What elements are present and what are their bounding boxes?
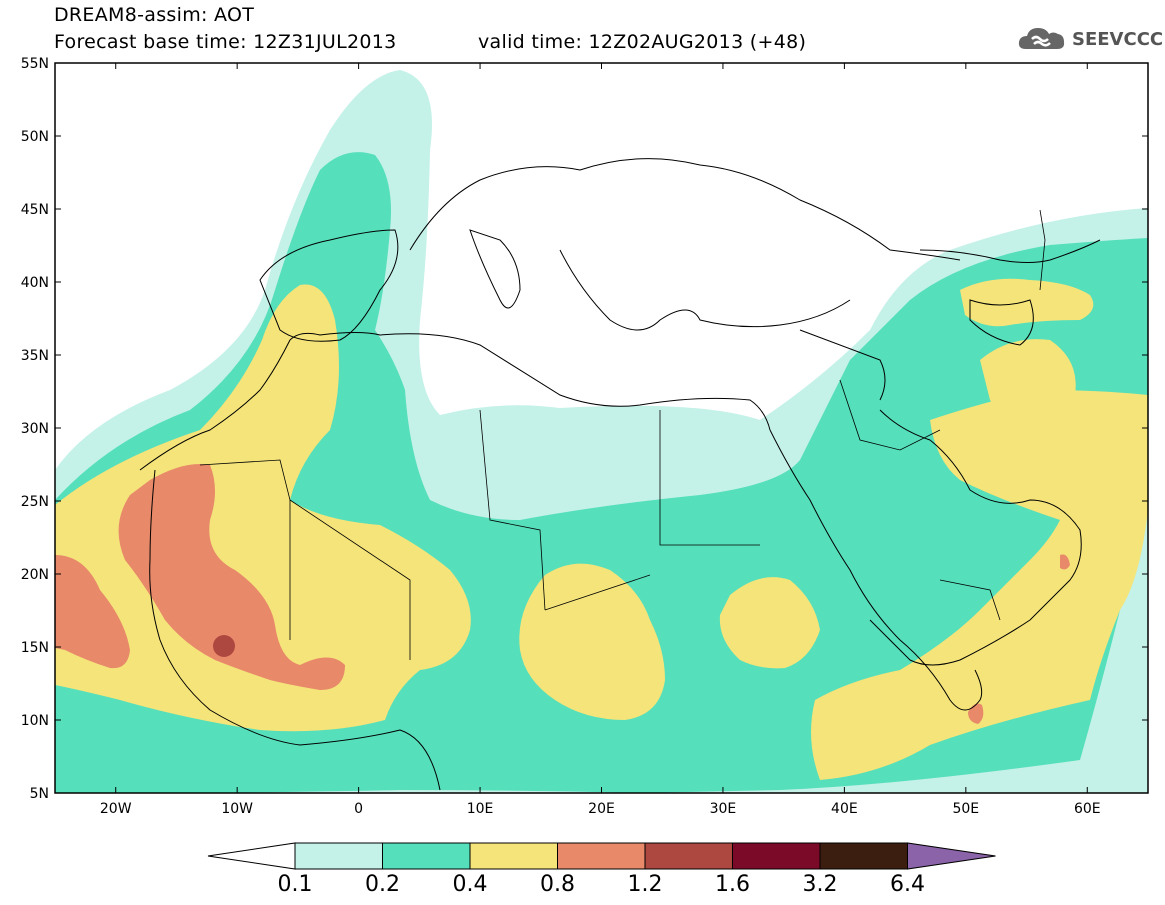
colorbar-segment	[557, 842, 646, 870]
lat-label: 5N	[30, 786, 49, 802]
colorbar-label: 6.4	[890, 872, 925, 897]
lat-label: 45N	[21, 202, 49, 218]
colorbar-segment	[382, 842, 471, 870]
colorbar-label: 3.2	[803, 872, 838, 897]
lon-label: 10W	[221, 801, 253, 817]
colorbar-segment	[819, 842, 908, 870]
lat-label: 10N	[21, 713, 49, 729]
aot-level-1.2	[213, 635, 235, 657]
lon-label: 20W	[100, 801, 132, 817]
lon-label: 30E	[710, 801, 737, 817]
colorbar-right-arrow	[907, 842, 996, 870]
colorbar-segment	[469, 842, 558, 870]
lon-label: 40E	[831, 801, 858, 817]
longitude-labels: 20W 10W 0 10E 20E 30E 40E 50E 60E	[100, 801, 1101, 817]
colorbar: 0.1 0.2 0.4 0.8 1.2 1.6 3.2 6.4	[207, 842, 996, 897]
lat-label: 25N	[21, 494, 49, 510]
lat-label: 35N	[21, 348, 49, 364]
latitude-labels: 55N 50N 45N 40N 35N 30N 25N 20N 15N 10N 5N	[21, 56, 49, 802]
colorbar-label: 0.4	[453, 872, 488, 897]
colorbar-label: 0.2	[365, 872, 400, 897]
valid-time: valid time: 12Z02AUG2013 (+48)	[478, 31, 807, 53]
lat-label: 50N	[21, 129, 49, 145]
coastlines	[139, 158, 1101, 791]
colorbar-label: 0.1	[278, 872, 313, 897]
lon-ticks	[115, 63, 1088, 793]
forecast-base-time: Forecast base time: 12Z31JUL2013	[54, 31, 397, 53]
colorbar-segment	[644, 842, 733, 870]
lat-label: 55N	[21, 56, 49, 72]
aot-level-0.4	[55, 278, 1148, 780]
seevccc-logo: SEEVCCC	[1016, 24, 1163, 54]
lon-label: 0	[354, 801, 363, 817]
colorbar-label: 0.8	[540, 872, 575, 897]
lon-label: 60E	[1074, 801, 1101, 817]
lon-label: 10E	[467, 801, 494, 817]
logo-text: SEEVCCC	[1072, 28, 1164, 50]
lat-label: 20N	[21, 567, 49, 583]
colorbar-left-arrow	[207, 842, 296, 870]
aot-level-0.8	[55, 464, 1070, 724]
lat-label: 30N	[21, 421, 49, 437]
lat-label: 15N	[21, 640, 49, 656]
lon-label: 50E	[952, 801, 979, 817]
aot-field	[55, 63, 1148, 793]
borders	[199, 209, 1046, 660]
lon-label: 20E	[588, 801, 615, 817]
colorbar-segment	[294, 842, 383, 870]
model-title: DREAM8-assim: AOT	[54, 4, 255, 26]
colorbar-segment	[732, 842, 821, 870]
lat-label: 40N	[21, 275, 49, 291]
colorbar-label: 1.2	[628, 872, 663, 897]
lat-ticks	[55, 63, 1148, 793]
colorbar-label: 1.6	[715, 872, 750, 897]
map-frame	[54, 62, 1149, 794]
cloud-icon	[1018, 28, 1065, 49]
